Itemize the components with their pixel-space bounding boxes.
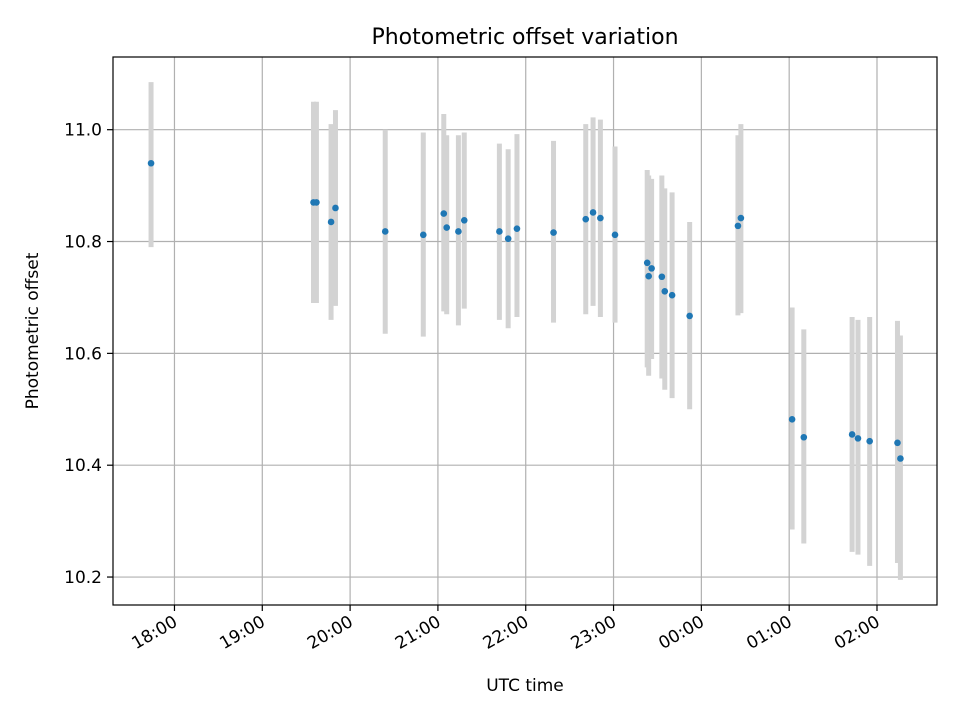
data-point xyxy=(332,204,339,212)
data-point xyxy=(686,312,693,320)
data-point xyxy=(894,439,901,447)
data-point xyxy=(513,225,521,232)
y-axis-ticks: 10.2 10.4 10.6 10.8 11.0 xyxy=(64,121,113,588)
data-point xyxy=(455,228,462,235)
chart-title: Photometric offset variation xyxy=(371,25,678,50)
y-tick-label: 11.0 xyxy=(64,121,102,141)
data-point xyxy=(848,431,856,438)
y-tick-label: 10.6 xyxy=(64,344,102,364)
data-point xyxy=(737,214,745,222)
data-point xyxy=(504,235,512,243)
data-points xyxy=(147,159,904,462)
data-point xyxy=(788,416,796,423)
data-point xyxy=(854,435,862,442)
data-point xyxy=(800,433,808,441)
data-point xyxy=(643,259,651,267)
data-point xyxy=(443,224,450,231)
data-point xyxy=(597,214,604,222)
data-point xyxy=(645,272,652,280)
y-axis-label: Photometric offset xyxy=(23,252,43,409)
data-point xyxy=(734,222,742,230)
x-tick-label: 00:00 xyxy=(655,612,707,654)
y-tick-label: 10.8 xyxy=(64,233,102,253)
x-tick-label: 19:00 xyxy=(216,612,268,654)
y-tick-label: 10.4 xyxy=(64,456,102,476)
data-point xyxy=(550,229,557,236)
x-tick-label: 21:00 xyxy=(392,612,444,654)
data-point xyxy=(147,159,155,167)
data-point xyxy=(419,231,427,239)
x-tick-label: 22:00 xyxy=(480,612,532,654)
data-point xyxy=(496,228,503,235)
y-tick-label: 10.2 xyxy=(64,568,102,588)
x-tick-label: 23:00 xyxy=(568,612,620,654)
data-point xyxy=(658,273,666,281)
data-point xyxy=(897,455,904,462)
x-tick-label: 02:00 xyxy=(831,612,883,654)
data-point xyxy=(381,228,389,235)
data-point xyxy=(668,291,676,299)
data-point xyxy=(440,210,448,217)
data-point xyxy=(327,218,335,226)
data-point xyxy=(611,231,619,239)
data-point xyxy=(582,215,590,223)
data-point xyxy=(661,287,669,295)
data-point xyxy=(589,209,597,216)
x-tick-label: 18:00 xyxy=(129,612,181,654)
x-tick-label: 01:00 xyxy=(743,612,795,654)
data-point xyxy=(866,437,873,445)
x-axis-label: UTC time xyxy=(486,676,564,696)
data-point xyxy=(648,265,655,272)
data-point xyxy=(460,216,468,224)
x-tick-label: 20:00 xyxy=(304,612,356,654)
x-axis-ticks: 18:00 19:00 20:00 21:00 22:00 23:00 00:00 01:00… xyxy=(129,605,883,654)
data-point xyxy=(313,199,320,206)
plot-frame xyxy=(112,56,938,606)
grid-layer xyxy=(113,57,937,605)
